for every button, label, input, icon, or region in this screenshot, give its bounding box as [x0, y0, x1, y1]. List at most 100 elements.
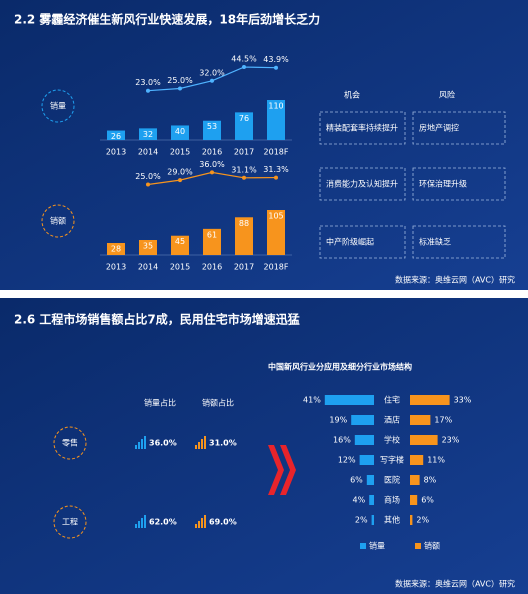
bar	[410, 475, 420, 485]
bar	[410, 415, 431, 425]
bar	[235, 217, 253, 255]
bar	[410, 515, 413, 525]
x-tick-label: 2016	[202, 148, 222, 157]
icon-bar	[195, 445, 197, 449]
slide-title: 2.6 工程市场销售额占比7成，民用住宅市场增速迅猛	[14, 312, 300, 327]
icon-bar	[138, 442, 140, 449]
bar	[139, 128, 157, 140]
bar	[369, 495, 374, 505]
box-text: 精装配套率持续提升	[326, 123, 398, 133]
line-label: 31.1%	[231, 165, 257, 174]
category-label: 医院	[384, 475, 400, 485]
legend-label: 销额	[424, 541, 440, 551]
icon-bar	[204, 515, 206, 528]
header: 风险	[439, 90, 455, 100]
icon-bar	[138, 521, 140, 528]
bar-label: 12%	[338, 456, 356, 465]
bar-label: 17%	[434, 416, 452, 425]
icon-bar	[198, 442, 200, 449]
stat-value: 62.0%	[149, 518, 177, 527]
label-ring	[53, 426, 87, 460]
bar-label: 23%	[442, 436, 460, 445]
bar-label: 40	[175, 127, 185, 136]
bar	[203, 228, 221, 255]
x-tick-label: 2013	[106, 148, 126, 157]
growth-line	[147, 66, 277, 92]
bar	[410, 435, 438, 445]
legend-swatch	[415, 543, 421, 549]
bar	[410, 455, 424, 465]
icon-bar	[201, 439, 203, 449]
icon-bar	[141, 439, 143, 449]
label: 工程	[62, 518, 78, 527]
header: 机会	[344, 90, 360, 100]
slide-bg	[0, 0, 528, 290]
box-text: 环保治理升级	[419, 179, 467, 189]
box	[412, 111, 506, 145]
line-label: 31.3%	[263, 165, 289, 174]
line-label: 25.0%	[167, 76, 193, 85]
bar-label: 16%	[333, 436, 351, 445]
bar	[203, 120, 221, 140]
box	[412, 167, 506, 201]
line-label: 44.5%	[231, 55, 257, 64]
source: 数据来源：奥维云网（AVC）研究	[395, 579, 515, 589]
bar	[366, 475, 374, 485]
bar	[267, 210, 285, 255]
bar-label: 19%	[329, 416, 347, 425]
label: 销额	[50, 216, 66, 226]
box	[319, 167, 406, 201]
label-ring	[53, 505, 87, 539]
icon-bar	[195, 524, 197, 528]
bar	[410, 495, 418, 505]
x-tick-label: 2013	[106, 263, 126, 272]
arrows	[268, 445, 296, 495]
x-tick-label: 2018F	[264, 148, 289, 157]
icon-bar	[144, 515, 146, 528]
bar-label: 61	[207, 230, 217, 239]
bar	[235, 112, 253, 140]
icon-bar	[135, 524, 137, 528]
bar-label: 33%	[454, 396, 472, 405]
legend-swatch	[360, 543, 366, 549]
line-label: 29.0%	[167, 168, 193, 177]
bar-label: 53	[207, 122, 217, 131]
x-tick-label: 2018F	[264, 263, 289, 272]
box	[319, 225, 406, 259]
bar	[371, 515, 374, 525]
bar-label: 4%	[352, 496, 365, 505]
bar-label: 88	[239, 219, 249, 228]
category-label: 学校	[384, 435, 400, 445]
stat-header: 销额占比	[202, 398, 234, 408]
bar-label: 26	[111, 132, 121, 141]
bar	[267, 100, 285, 140]
category-label: 酒店	[384, 415, 400, 425]
icon-bar	[141, 518, 143, 528]
box-text: 消费能力及认知提升	[326, 179, 398, 189]
slide-bg	[0, 298, 528, 594]
bar	[354, 435, 374, 445]
x-tick-label: 2014	[138, 263, 158, 272]
line-label: 43.9%	[263, 55, 289, 64]
category-label: 住宅	[384, 395, 400, 405]
bar-label: 105	[268, 212, 283, 221]
label-ring	[41, 89, 75, 123]
bar-label: 2%	[355, 516, 368, 525]
stat-value: 69.0%	[209, 518, 237, 527]
stat-header: 销量占比	[144, 398, 176, 408]
bar	[324, 395, 374, 405]
x-tick-label: 2016	[202, 263, 222, 272]
bar-label: 11%	[427, 456, 445, 465]
source: 数据来源：奥维云网（AVC）研究	[395, 275, 515, 285]
x-tick-label: 2017	[234, 148, 254, 157]
icon-bar	[201, 518, 203, 528]
chart-title: 中国新风行业分应用及细分行业市场结构	[268, 362, 412, 372]
line-label: 25.0%	[135, 172, 161, 181]
bar-label: 32	[143, 130, 153, 139]
bar	[351, 415, 374, 425]
bar	[107, 130, 125, 140]
bar	[359, 455, 374, 465]
icon-bar	[204, 436, 206, 449]
category-label: 写字楼	[380, 455, 404, 465]
